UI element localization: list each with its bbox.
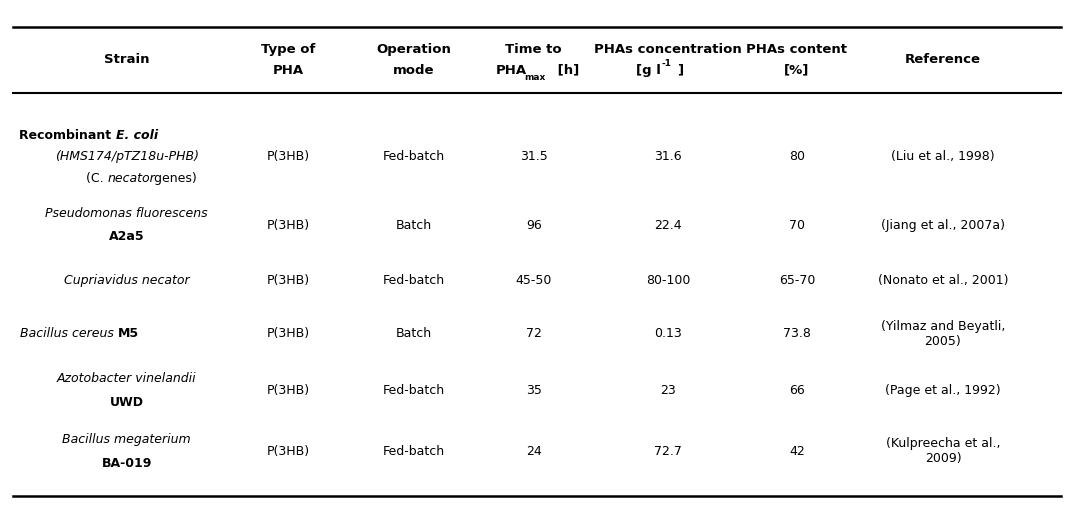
Text: Time to: Time to (506, 42, 562, 56)
Text: A2a5: A2a5 (108, 230, 145, 243)
Text: Bacillus megaterium: Bacillus megaterium (62, 432, 191, 445)
Text: PHA: PHA (273, 64, 303, 77)
Text: Fed-batch: Fed-batch (382, 444, 445, 457)
Text: 72: 72 (526, 327, 541, 340)
Text: (Kulpreecha et al.,
2009): (Kulpreecha et al., 2009) (886, 436, 1000, 465)
Text: P(3HB): P(3HB) (266, 274, 309, 287)
Text: (Page et al., 1992): (Page et al., 1992) (885, 383, 1001, 396)
Text: 24: 24 (526, 444, 541, 457)
Text: 66: 66 (789, 383, 804, 396)
Text: 80: 80 (789, 150, 804, 163)
Text: [h]: [h] (553, 64, 579, 77)
Text: Bacillus cereus: Bacillus cereus (20, 327, 118, 340)
Text: 73.8: 73.8 (783, 327, 811, 340)
Text: Azotobacter vinelandii: Azotobacter vinelandii (57, 372, 197, 385)
Text: UWD: UWD (110, 395, 144, 408)
Text: 65-70: 65-70 (779, 274, 815, 287)
Text: 31.6: 31.6 (654, 150, 682, 163)
Text: 72.7: 72.7 (654, 444, 682, 457)
Text: Batch: Batch (395, 218, 432, 231)
Text: P(3HB): P(3HB) (266, 150, 309, 163)
Text: Pseudomonas fluorescens: Pseudomonas fluorescens (45, 207, 208, 220)
Text: BA-019: BA-019 (102, 456, 151, 469)
Text: genes): genes) (150, 171, 198, 184)
Text: Reference: Reference (905, 53, 981, 66)
Text: P(3HB): P(3HB) (266, 218, 309, 231)
Text: 35: 35 (526, 383, 541, 396)
Text: Batch: Batch (395, 327, 432, 340)
Text: PHA: PHA (496, 64, 527, 77)
Text: (HMS174/pTZ18u-PHB): (HMS174/pTZ18u-PHB) (55, 150, 199, 163)
Text: E. coli: E. coli (116, 129, 158, 142)
Text: Type of: Type of (261, 42, 315, 56)
Text: 45-50: 45-50 (516, 274, 552, 287)
Text: mode: mode (393, 64, 434, 77)
Text: [%]: [%] (784, 64, 810, 77)
Text: 96: 96 (526, 218, 541, 231)
Text: 0.13: 0.13 (654, 327, 682, 340)
Text: (C.: (C. (86, 171, 107, 184)
Text: Cupriavidus necator: Cupriavidus necator (64, 274, 189, 287)
Text: max: max (524, 73, 546, 82)
Text: (Liu et al., 1998): (Liu et al., 1998) (891, 150, 995, 163)
Text: Fed-batch: Fed-batch (382, 150, 445, 163)
Text: P(3HB): P(3HB) (266, 327, 309, 340)
Text: 70: 70 (789, 218, 804, 231)
Text: 31.5: 31.5 (520, 150, 548, 163)
Text: M5: M5 (118, 327, 140, 340)
Text: Fed-batch: Fed-batch (382, 274, 445, 287)
Text: Operation: Operation (376, 42, 451, 56)
Text: P(3HB): P(3HB) (266, 383, 309, 396)
Text: Recombinant: Recombinant (19, 129, 116, 142)
Text: (Jiang et al., 2007a): (Jiang et al., 2007a) (881, 218, 1005, 231)
Text: 22.4: 22.4 (654, 218, 682, 231)
Text: 23: 23 (661, 383, 676, 396)
Text: [g l: [g l (636, 64, 661, 77)
Text: Strain: Strain (104, 53, 149, 66)
Text: P(3HB): P(3HB) (266, 444, 309, 457)
Text: PHAs content: PHAs content (746, 42, 847, 56)
Text: 42: 42 (789, 444, 804, 457)
Text: necator: necator (107, 171, 155, 184)
Text: Fed-batch: Fed-batch (382, 383, 445, 396)
Text: 80-100: 80-100 (645, 274, 691, 287)
Text: -1: -1 (662, 59, 671, 68)
Text: ]: ] (677, 64, 683, 77)
Text: (Yilmaz and Beyatli,
2005): (Yilmaz and Beyatli, 2005) (881, 319, 1005, 347)
Text: PHAs concentration: PHAs concentration (594, 42, 742, 56)
Text: (Nonato et al., 2001): (Nonato et al., 2001) (877, 274, 1008, 287)
